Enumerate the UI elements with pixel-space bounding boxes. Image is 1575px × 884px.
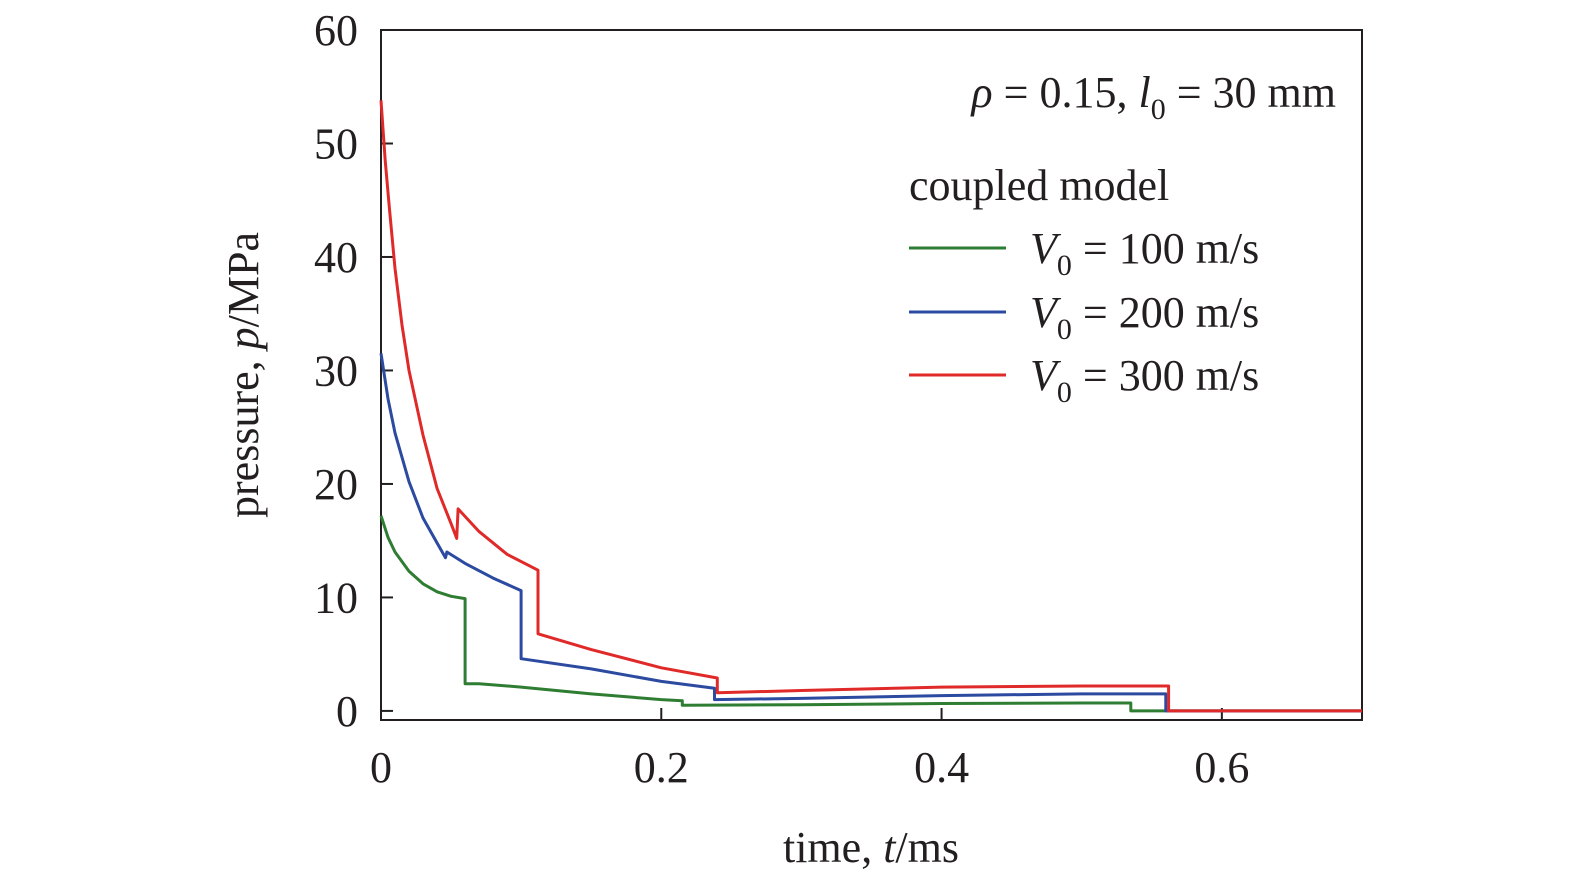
legend-title: coupled model bbox=[909, 161, 1169, 210]
legend-label-3: V0 = 300 m/s bbox=[1030, 351, 1259, 409]
parameter-annotation: ρ = 0.15, l0 = 30 mm bbox=[970, 68, 1336, 126]
y-tick-label: 40 bbox=[314, 233, 358, 282]
x-axis-title: time, t/ms bbox=[783, 823, 959, 872]
x-tick-label: 0.4 bbox=[914, 743, 969, 792]
series-lines bbox=[379, 100, 1362, 713]
x-axis-ticks: 0 0.2 0.4 0.6 bbox=[370, 708, 1249, 792]
y-tick-label: 30 bbox=[314, 346, 358, 395]
y-tick-label: 0 bbox=[336, 687, 358, 736]
y-tick-label: 10 bbox=[314, 573, 358, 622]
series-line-3 bbox=[379, 100, 1362, 713]
y-axis-ticks: 0 10 20 30 40 50 60 bbox=[314, 6, 393, 736]
legend-label-2: V0 = 200 m/s bbox=[1030, 288, 1259, 346]
plot-frame bbox=[380, 29, 1363, 721]
y-axis-title: pressure, p/MPa bbox=[219, 232, 268, 518]
series-line-1 bbox=[379, 515, 1362, 713]
legend-label-1: V0 = 100 m/s bbox=[1030, 224, 1259, 282]
x-tick-label: 0.2 bbox=[634, 743, 689, 792]
x-tick-label: 0.6 bbox=[1194, 743, 1249, 792]
x-tick-label: 0 bbox=[370, 743, 392, 792]
y-tick-label: 60 bbox=[314, 6, 358, 55]
legend: V0 = 100 m/s V0 = 200 m/sV0 = 300 m/s bbox=[909, 224, 1259, 409]
series-line-2 bbox=[379, 353, 1362, 713]
y-tick-label: 50 bbox=[314, 119, 358, 168]
y-tick-label: 20 bbox=[314, 460, 358, 509]
